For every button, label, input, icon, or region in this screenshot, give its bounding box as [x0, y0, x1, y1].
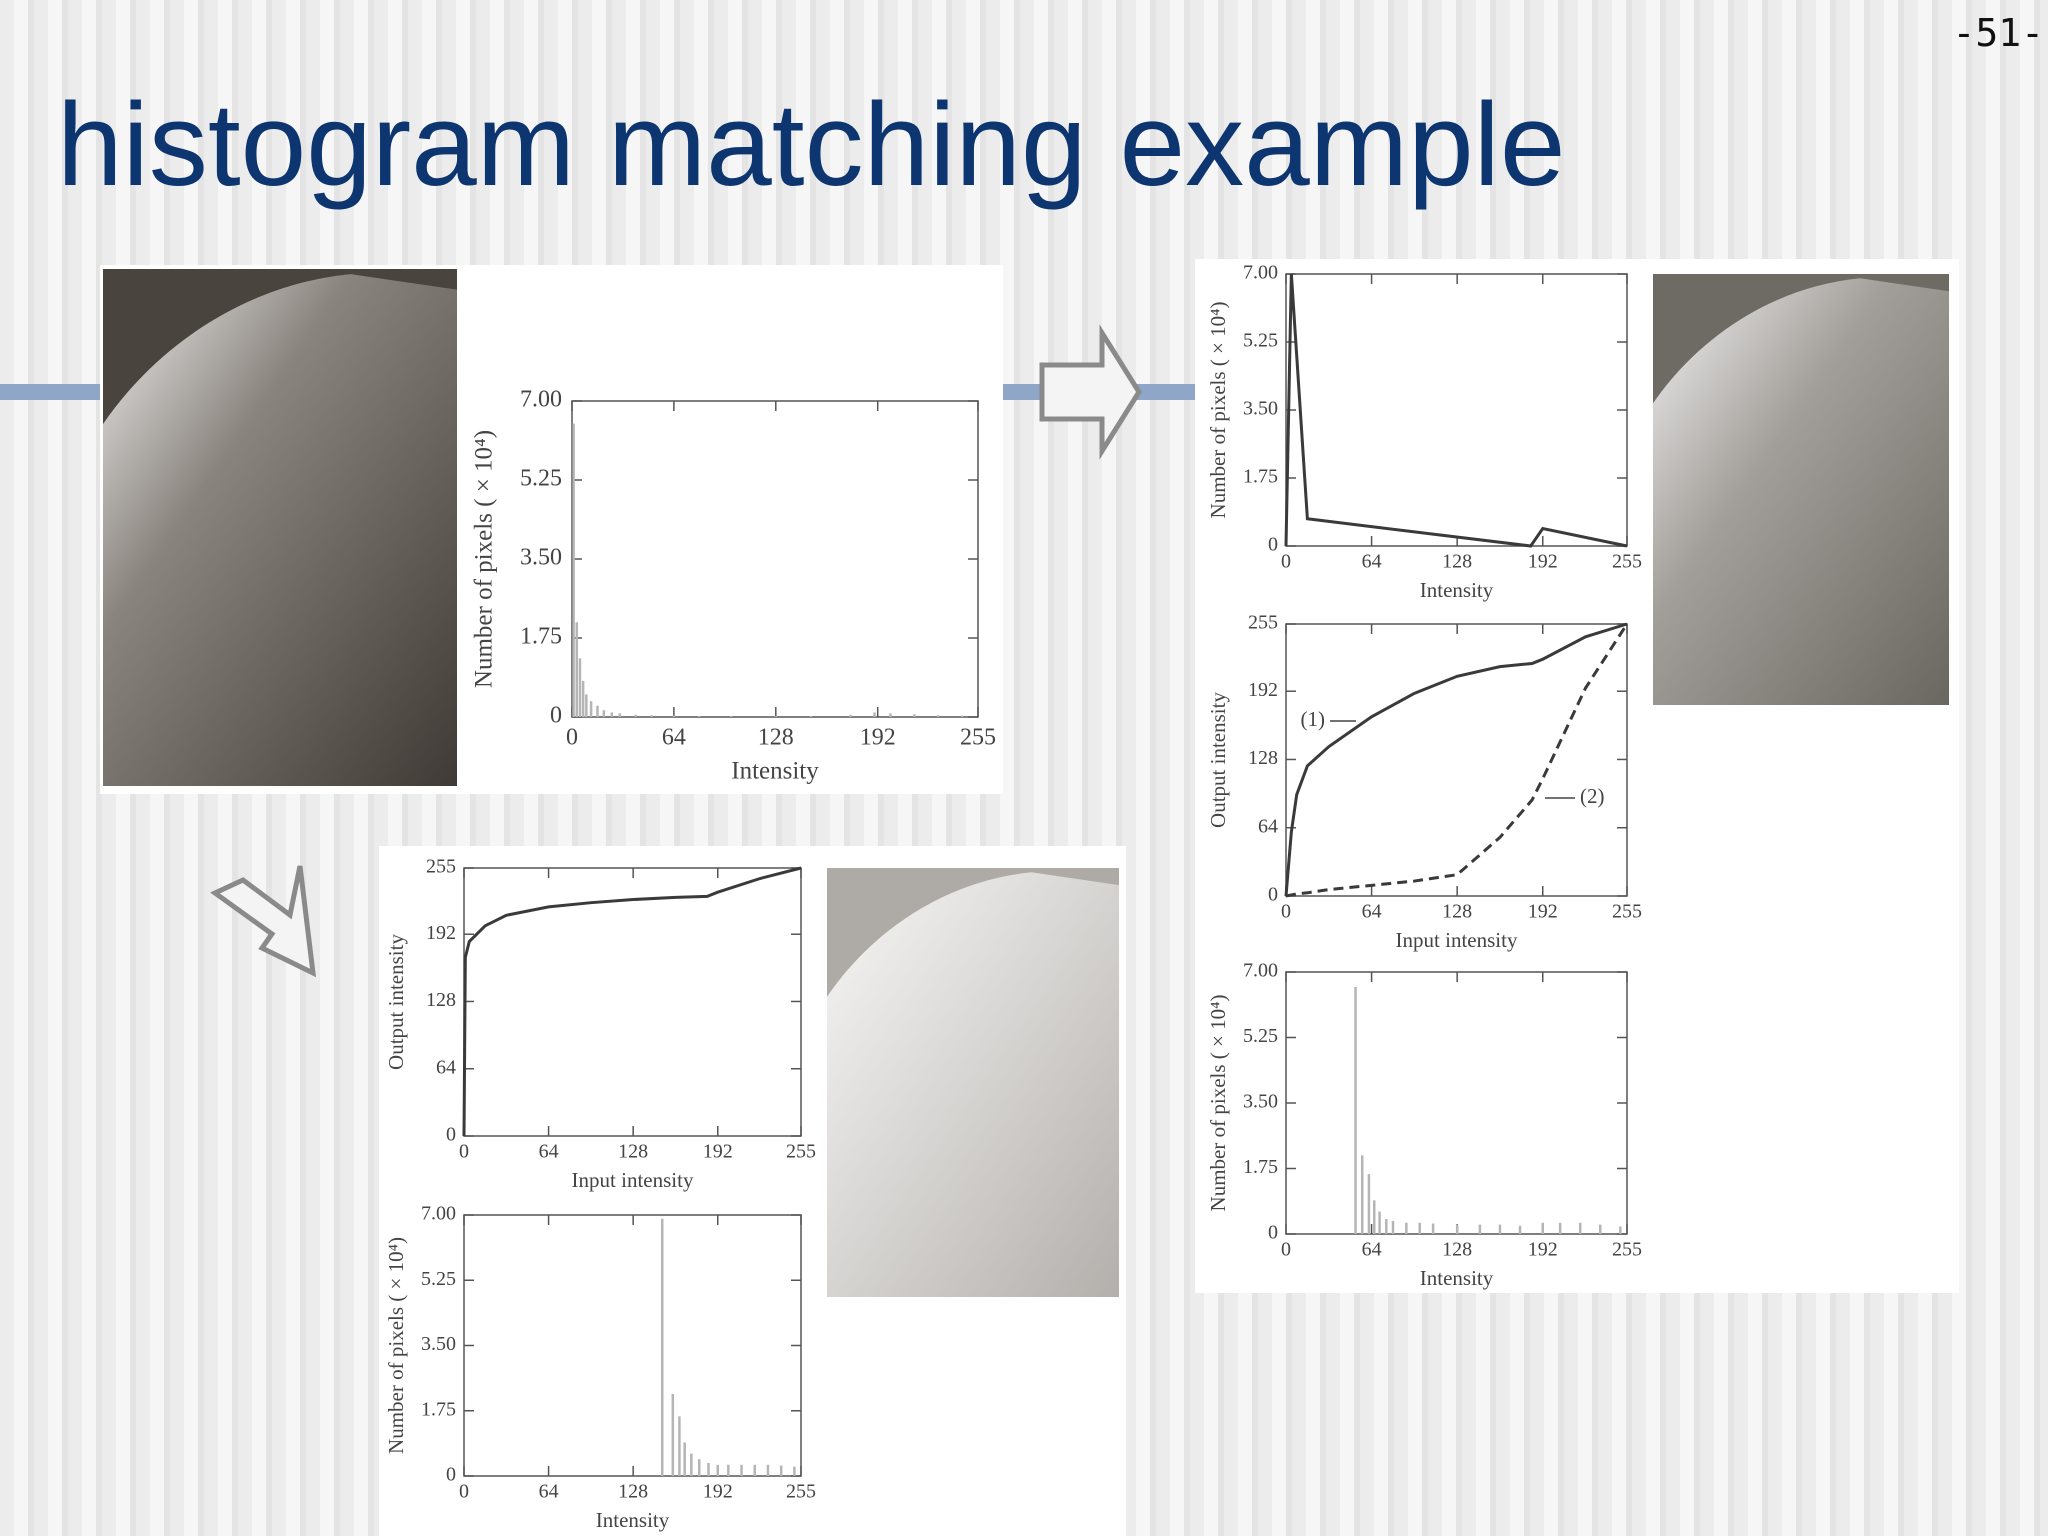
- y-tick-label: 128: [426, 989, 456, 1011]
- y-tick-label: 255: [1248, 612, 1278, 634]
- x-tick-label: 0: [459, 1481, 469, 1503]
- y-tick-label: 192: [426, 922, 456, 944]
- x-tick-label: 128: [1442, 1239, 1472, 1261]
- page-number: -51-: [1952, 11, 2044, 55]
- x-tick-label: 64: [1362, 901, 1382, 923]
- moon-image: [827, 868, 1119, 1297]
- x-tick-label: 255: [1612, 901, 1642, 923]
- x-tick-label: 192: [703, 1481, 733, 1503]
- y-axis-label: Number of pixels ( × 10⁴): [471, 430, 498, 688]
- moon-image: [103, 269, 457, 786]
- y-axis-label: Number of pixels ( × 10⁴): [384, 1237, 408, 1454]
- y-axis-label: Number of pixels ( × 10⁴): [1206, 302, 1230, 519]
- y-tick-label: 3.50: [1243, 398, 1278, 420]
- y-tick-label: 0: [1268, 1222, 1278, 1244]
- y-tick-label: 3.50: [520, 545, 562, 571]
- y-tick-label: 128: [1248, 747, 1278, 769]
- data-line: [462, 866, 802, 1137]
- x-tick-label: 64: [1362, 1239, 1382, 1261]
- y-tick-label: 192: [1248, 679, 1278, 701]
- x-tick-label: 128: [1442, 551, 1472, 573]
- moon-image: [1653, 274, 1949, 705]
- x-axis-label: Intensity: [731, 758, 819, 785]
- y-tick-label: 64: [1258, 815, 1278, 837]
- x-axis-label: Input intensity: [572, 1168, 694, 1192]
- y-tick-label: 3.50: [421, 1333, 456, 1355]
- x-tick-label: 64: [539, 1141, 559, 1163]
- y-tick-label: 0: [446, 1124, 456, 1146]
- y-tick-label: 255: [426, 856, 456, 878]
- y-axis-label: Output intensity: [1206, 692, 1230, 828]
- y-axis-label: Number of pixels ( × 10⁴): [1206, 995, 1230, 1212]
- x-tick-label: 255: [960, 725, 996, 751]
- x-tick-label: 0: [1281, 551, 1291, 573]
- x-tick-label: 255: [1612, 1239, 1642, 1261]
- x-tick-label: 128: [758, 725, 794, 751]
- y-tick-label: 1.75: [1243, 1156, 1278, 1178]
- x-tick-label: 0: [1281, 901, 1291, 923]
- accent-bar: [0, 384, 100, 400]
- x-tick-label: 128: [618, 1481, 648, 1503]
- x-tick-label: 255: [1612, 551, 1642, 573]
- y-tick-label: 3.50: [1243, 1091, 1278, 1113]
- x-tick-label: 192: [860, 725, 896, 751]
- slide-title: histogram matching example: [57, 79, 1565, 211]
- x-tick-label: 64: [662, 725, 686, 751]
- x-tick-label: 255: [786, 1141, 816, 1163]
- x-tick-label: 192: [1528, 1239, 1558, 1261]
- x-axis-label: Input intensity: [1396, 928, 1518, 952]
- data-line: [1284, 622, 1628, 897]
- x-tick-label: 192: [1528, 901, 1558, 923]
- series-label: (2): [1580, 784, 1605, 808]
- x-tick-label: 192: [703, 1141, 733, 1163]
- y-tick-label: 64: [436, 1056, 456, 1078]
- arrow: [1039, 324, 1142, 460]
- x-tick-label: 64: [1362, 551, 1382, 573]
- x-axis-label: Intensity: [596, 1508, 670, 1532]
- y-tick-label: 0: [1268, 534, 1278, 556]
- x-axis-label: Intensity: [1420, 1266, 1494, 1290]
- x-tick-label: 0: [1281, 1239, 1291, 1261]
- data-line: [1284, 273, 1628, 548]
- x-tick-label: 64: [539, 1481, 559, 1503]
- y-tick-label: 1.75: [520, 624, 562, 650]
- x-tick-label: 0: [459, 1141, 469, 1163]
- y-tick-label: 7.00: [1243, 262, 1278, 284]
- y-tick-label: 7.00: [421, 1203, 456, 1225]
- y-tick-label: 1.75: [1243, 466, 1278, 488]
- x-tick-label: 255: [786, 1481, 816, 1503]
- y-tick-label: 0: [1268, 884, 1278, 906]
- data-line: [1285, 623, 1629, 898]
- arrow: [210, 865, 317, 978]
- y-tick-label: 0: [550, 703, 562, 729]
- y-tick-label: 5.25: [1243, 1025, 1278, 1047]
- y-axis-label: Output intensity: [384, 934, 408, 1070]
- x-tick-label: 192: [1528, 551, 1558, 573]
- y-tick-label: 5.25: [520, 466, 562, 492]
- series-label: (1): [1301, 707, 1326, 731]
- y-tick-label: 5.25: [1243, 330, 1278, 352]
- y-tick-label: 1.75: [421, 1398, 456, 1420]
- y-tick-label: 0: [446, 1464, 456, 1486]
- y-tick-label: 7.00: [1243, 960, 1278, 982]
- x-tick-label: 128: [1442, 901, 1472, 923]
- y-tick-label: 7.00: [520, 387, 562, 413]
- x-axis-label: Intensity: [1420, 578, 1494, 602]
- y-tick-label: 5.25: [421, 1268, 456, 1290]
- x-tick-label: 0: [566, 725, 578, 751]
- x-tick-label: 128: [618, 1141, 648, 1163]
